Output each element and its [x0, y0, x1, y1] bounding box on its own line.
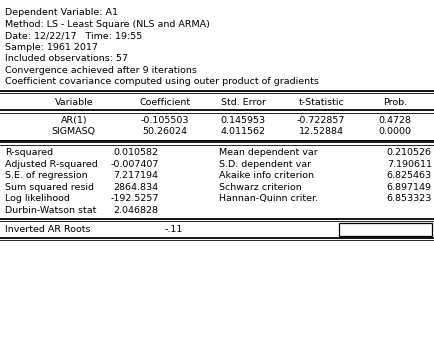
Text: 12.52884: 12.52884	[299, 127, 344, 137]
Text: 6.825463: 6.825463	[387, 171, 432, 180]
Text: AR(1): AR(1)	[60, 116, 87, 125]
Text: 7.217194: 7.217194	[113, 171, 158, 180]
Text: Coefficient covariance computed using outer product of gradients: Coefficient covariance computed using ou…	[5, 77, 319, 87]
Text: S.D. dependent var: S.D. dependent var	[219, 160, 311, 169]
Text: -0.722857: -0.722857	[297, 116, 345, 125]
Text: -.11: -.11	[164, 225, 183, 234]
Text: Adjusted R-squared: Adjusted R-squared	[5, 160, 98, 169]
Text: 7.190611: 7.190611	[387, 160, 432, 169]
Text: -192.5257: -192.5257	[110, 194, 158, 203]
Text: Method: LS - Least Square (NLS and ARMA): Method: LS - Least Square (NLS and ARMA)	[5, 20, 210, 29]
Text: -0.007407: -0.007407	[110, 160, 158, 169]
Text: Coefficient: Coefficient	[139, 98, 191, 107]
Text: Included observations: 57: Included observations: 57	[5, 54, 128, 64]
Text: Convergence achieved after 9 iterations: Convergence achieved after 9 iterations	[5, 66, 197, 75]
Text: 2.046828: 2.046828	[113, 206, 158, 215]
Text: 0.145953: 0.145953	[220, 116, 266, 125]
Text: 6.853323: 6.853323	[386, 194, 432, 203]
Text: Mean dependent var: Mean dependent var	[219, 148, 318, 158]
Text: Dependent Variable: A1: Dependent Variable: A1	[5, 8, 118, 18]
Text: -0.105503: -0.105503	[141, 116, 189, 125]
Text: Durbin-Watson stat: Durbin-Watson stat	[5, 206, 97, 215]
Text: Akaike info criterion: Akaike info criterion	[219, 171, 314, 180]
Text: 0.0000: 0.0000	[378, 127, 411, 137]
Text: 0.010582: 0.010582	[113, 148, 158, 158]
Text: Hannan-Quinn criter.: Hannan-Quinn criter.	[219, 194, 318, 203]
Text: Date: 12/22/17   Time: 19:55: Date: 12/22/17 Time: 19:55	[5, 31, 142, 41]
Text: S.E. of regression: S.E. of regression	[5, 171, 88, 180]
Text: 0.4728: 0.4728	[378, 116, 411, 125]
FancyBboxPatch shape	[339, 223, 432, 236]
Text: Schwarz criterion: Schwarz criterion	[219, 183, 302, 192]
Text: Variable: Variable	[55, 98, 93, 107]
Text: 0.210526: 0.210526	[387, 148, 432, 158]
Text: Log likelihood: Log likelihood	[5, 194, 70, 203]
Text: 2864.834: 2864.834	[113, 183, 158, 192]
Text: Sum squared resid: Sum squared resid	[5, 183, 94, 192]
Text: Std. Error: Std. Error	[220, 98, 266, 107]
Text: Inverted AR Roots: Inverted AR Roots	[5, 225, 91, 234]
Text: 4.011562: 4.011562	[220, 127, 266, 137]
Text: Sample: 1961 2017: Sample: 1961 2017	[5, 43, 98, 52]
Text: 50.26024: 50.26024	[142, 127, 187, 137]
Text: R-squared: R-squared	[5, 148, 53, 158]
Text: 6.897149: 6.897149	[387, 183, 432, 192]
Text: t-Statistic: t-Statistic	[298, 98, 344, 107]
Text: SIGMASQ: SIGMASQ	[52, 127, 96, 137]
Text: Prob.: Prob.	[383, 98, 407, 107]
